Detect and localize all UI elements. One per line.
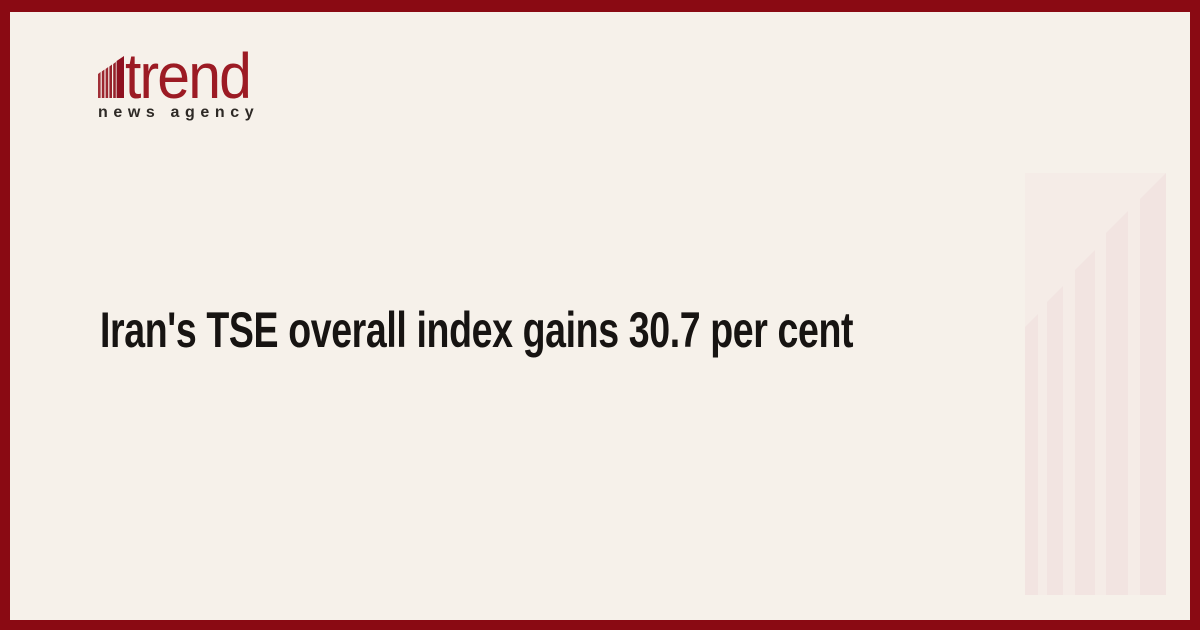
headline: Iran's TSE overall index gains 30.7 per … [100, 302, 854, 358]
watermark-bar [1047, 286, 1063, 595]
watermark-bar [1075, 250, 1095, 595]
watermark-bar [1025, 314, 1038, 595]
card-background: trend news agency Iran's TSE overall ind… [10, 12, 1190, 620]
ascending-bars-icon [98, 56, 124, 98]
brand-name: trend [125, 40, 252, 112]
logo-row: trend [98, 44, 318, 108]
ascending-bars-watermark [1025, 173, 1166, 595]
trend-logo: trend news agency [98, 44, 318, 122]
brand-tagline: news agency [98, 104, 260, 121]
watermark-bar [1106, 211, 1128, 595]
watermark-bar [1140, 173, 1166, 595]
